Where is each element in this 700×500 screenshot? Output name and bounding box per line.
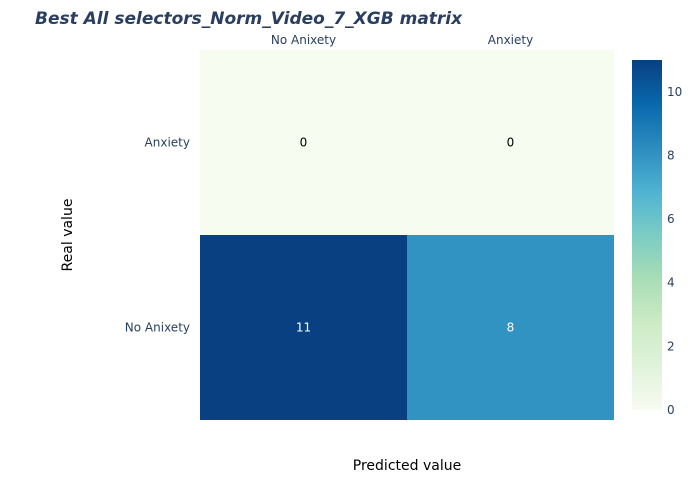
colorbar [632, 60, 662, 410]
y-tick-labels: Anxiety No Anixety [125, 136, 190, 335]
colorbar-tick-label: 0 [667, 403, 675, 417]
x-tick-labels: No Anixety Anxiety [271, 33, 533, 47]
x-tick-label: Anxiety [488, 33, 533, 47]
heatmap-cell [407, 50, 614, 235]
colorbar-tick-label: 10 [667, 85, 682, 99]
colorbar-tick-label: 2 [667, 339, 675, 353]
y-tick-label: Anxiety [145, 136, 190, 150]
colorbar-tick-labels: 0 2 4 6 8 10 [667, 85, 682, 417]
colorbar-tick-label: 6 [667, 212, 675, 226]
x-axis-title: Predicted value [353, 458, 461, 474]
cell-value-label: 0 [300, 136, 308, 150]
colorbar-tick-label: 8 [667, 148, 675, 162]
heatmap-cells: 0 0 11 8 [200, 50, 614, 420]
chart-title: Best All selectors_Norm_Video_7_XGB matr… [35, 9, 463, 29]
colorbar-tick-label: 4 [667, 276, 675, 290]
x-tick-label: No Anixety [271, 33, 336, 47]
cell-value-label: 8 [507, 321, 515, 335]
cell-value-label: 0 [507, 136, 515, 150]
heatmap-cell [200, 50, 407, 235]
heatmap-cell [407, 235, 614, 420]
cell-value-label: 11 [296, 321, 311, 335]
heatmap-cell [200, 235, 407, 420]
y-axis-title: Real value [60, 199, 76, 272]
y-tick-label: No Anixety [125, 321, 190, 335]
